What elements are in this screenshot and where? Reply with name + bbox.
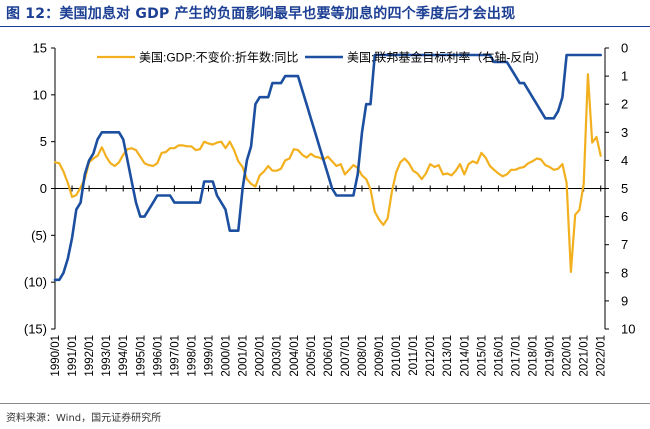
right-tick-label: 9 <box>621 293 628 308</box>
x-tick-label: 2000/01 <box>221 335 233 377</box>
x-tick-label: 2021/01 <box>579 335 591 377</box>
x-tick-label: 2014/01 <box>459 335 471 377</box>
gdp-yoy-line <box>53 73 602 273</box>
x-tick-label: 2011/01 <box>408 335 420 376</box>
left-tick-label: 15 <box>33 41 47 56</box>
figure-title: 图 12：美国加息对 GDP 产生的负面影响最早也要等加息的四个季度后才会出现 <box>6 6 516 22</box>
dual-axis-line-chart: 15 10 5 0 (5) (10) (15) 0 1 2 3 4 5 6 7 8 9 10 1990/01 1991… <box>24 41 636 377</box>
x-tick-label: 2008/01 <box>357 335 369 377</box>
x-tick-label: 2022/01 <box>596 335 608 377</box>
x-tick-label: 2007/01 <box>340 335 352 377</box>
x-tick-label: 2015/01 <box>476 335 488 377</box>
x-tick-label: 2009/01 <box>374 335 386 377</box>
x-tick-label: 2013/01 <box>442 335 454 377</box>
legend-label-gdp: 美国:GDP:不变价:折年数:同比 <box>139 50 298 65</box>
x-tick-label: 2018/01 <box>528 335 540 377</box>
left-tick-label: 5 <box>40 134 47 149</box>
x-tick-label: 2010/01 <box>391 335 403 377</box>
fed-funds-rate-line <box>53 53 603 282</box>
source-note: 资料来源：Wind，国元证券研究所 <box>6 413 162 424</box>
x-tick-label: 2005/01 <box>306 335 318 377</box>
right-tick-label: 6 <box>621 209 628 224</box>
x-tick-label: 1996/01 <box>152 335 164 377</box>
series-layer <box>53 53 603 282</box>
x-tick-label: 2019/01 <box>545 335 557 377</box>
x-tick-label: 2006/01 <box>323 335 335 377</box>
left-tick-label: (10) <box>24 275 47 290</box>
x-tick-label: 1992/01 <box>84 335 96 377</box>
right-tick-label: 4 <box>621 153 628 168</box>
x-tick-label: 1997/01 <box>169 335 181 377</box>
left-tick-label: 0 <box>40 181 47 196</box>
x-tick-label: 2020/01 <box>562 335 574 377</box>
right-tick-label: 5 <box>621 181 628 196</box>
right-tick-label: 7 <box>621 237 628 252</box>
x-tick-label: 1999/01 <box>203 335 215 377</box>
x-tick-label: 1993/01 <box>101 335 113 377</box>
left-tick-label: 10 <box>33 87 47 102</box>
right-tick-label: 1 <box>621 69 628 84</box>
right-tick-label: 10 <box>621 322 635 337</box>
x-tick-label: 1990/01 <box>50 335 62 377</box>
x-tick-label: 2017/01 <box>510 335 522 377</box>
x-tick-label: 2003/01 <box>272 335 284 377</box>
left-tick-label: (15) <box>24 322 47 337</box>
right-tick-label: 8 <box>621 265 628 280</box>
title-underline <box>0 26 650 27</box>
right-tick-label: 3 <box>621 125 628 140</box>
legend-label-rate: 美国:联邦基金目标利率（右轴-反向） <box>347 50 546 65</box>
x-tick-label: 2012/01 <box>425 335 437 377</box>
x-tick-label: 1994/01 <box>118 335 130 377</box>
x-tick-label: 2004/01 <box>289 335 301 377</box>
right-tick-label: 0 <box>621 41 628 56</box>
x-tick-label: 2002/01 <box>255 335 267 377</box>
x-tick-label: 2001/01 <box>238 335 250 377</box>
right-tick-label: 2 <box>621 97 628 112</box>
legend: 美国:GDP:不变价:折年数:同比 美国:联邦基金目标利率（右轴-反向） <box>97 50 546 65</box>
x-tick-label: 2016/01 <box>493 335 505 377</box>
x-tick-label: 1998/01 <box>186 335 198 377</box>
x-tick-label: 1991/01 <box>67 335 79 377</box>
axes: 15 10 5 0 (5) (10) (15) 0 1 2 3 4 5 6 7 8 9 10 1990/01 1991… <box>24 41 636 377</box>
footer-rule <box>0 403 650 404</box>
left-tick-label: (5) <box>31 228 47 243</box>
x-tick-label: 1995/01 <box>135 335 147 377</box>
